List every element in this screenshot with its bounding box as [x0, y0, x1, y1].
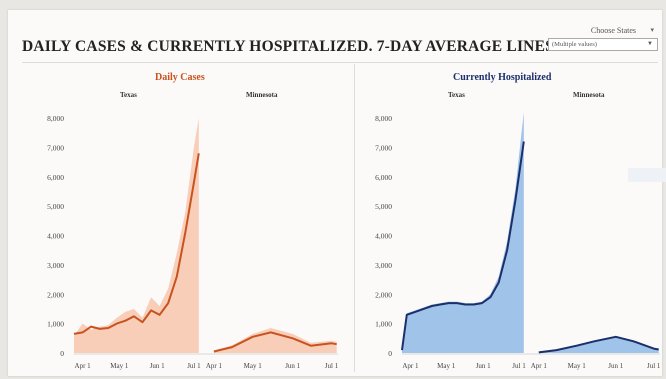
- cases-ytick-label: 1,000: [47, 320, 64, 329]
- cases-minnesota-avg-line: [213, 331, 337, 353]
- hosp-texas-xtick-label: Apr 1: [402, 362, 419, 370]
- currently-hospitalized-title: Currently Hospitalized: [453, 72, 552, 83]
- dashboard-title: DAILY CASES & CURRENTLY HOSPITALIZED. 7-…: [22, 38, 554, 55]
- cases-texas-xtick-label: May 1: [110, 362, 129, 370]
- hosp-ytick-label: 4,000: [375, 232, 392, 241]
- cases-texas-daily-area: [74, 118, 199, 353]
- cases-texas-xtick-label: Jul 1: [187, 362, 201, 370]
- hosp-texas-daily-area: [402, 112, 524, 353]
- hosp-ytick-label: 2,000: [375, 290, 392, 299]
- state-select-value: (Multiple values): [552, 41, 597, 48]
- tooltip-ghost: [628, 168, 666, 182]
- hosp-ytick-label: 3,000: [375, 261, 392, 270]
- cases-ytick-label: 6,000: [47, 173, 64, 182]
- hosp-minnesota-xtick-label: Jul 1: [647, 362, 661, 370]
- hosp-ytick-label: 8,000: [375, 114, 392, 123]
- cases-minnesota-daily-area: [213, 328, 337, 353]
- cases-ytick-label: 2,000: [47, 290, 64, 299]
- hosp-ytick-label: 1,000: [375, 320, 392, 329]
- hosp-ytick-label: 5,000: [375, 202, 392, 211]
- hosp-texas-xtick-label: Jul 1: [512, 362, 526, 370]
- chevron-down-icon: ▼: [647, 41, 653, 47]
- cases-minnesota-xtick-label: Apr 1: [206, 362, 223, 370]
- daily-cases-title: Daily Cases: [155, 72, 205, 83]
- cases-minnesota-xtick-label: May 1: [244, 362, 263, 370]
- cases-texas-xtick-label: Apr 1: [75, 362, 92, 370]
- cases-ytick-label: 0: [60, 349, 64, 358]
- hosp-minnesota-xtick-label: Apr 1: [531, 362, 548, 370]
- hosp-minnesota-avg-line: [538, 335, 659, 354]
- filter-label: Choose States: [590, 26, 636, 35]
- cases-ytick-label: 7,000: [47, 143, 64, 152]
- cases-texas-avg-line: [73, 153, 200, 335]
- hosp-texas-label: Texas: [448, 91, 465, 99]
- hosp-ytick-label: 6,000: [375, 173, 392, 182]
- cases-ytick-label: 5,000: [47, 202, 64, 211]
- cases-minnesota-xtick-label: Jun 1: [285, 362, 300, 370]
- cases-ytick-label: 4,000: [47, 232, 64, 241]
- filter-menu-icon[interactable]: ▾: [650, 26, 654, 34]
- cases-texas-xtick-label: Jun 1: [150, 362, 165, 370]
- hosp-minnesota-xtick-label: May 1: [568, 362, 587, 370]
- hosp-texas-avg-line: [401, 141, 525, 351]
- state-filter[interactable]: Choose States ▾ (Multiple values) ▼: [548, 26, 658, 51]
- hosp-minnesota-xtick-label: Jun 1: [608, 362, 623, 370]
- panel-separator: [354, 64, 355, 372]
- header-divider: [22, 62, 658, 63]
- hosp-texas-xtick-label: Jun 1: [476, 362, 491, 370]
- hosp-ytick-label: 0: [388, 349, 392, 358]
- dashboard-frame: [8, 10, 662, 376]
- hosp-texas-xtick-label: May 1: [437, 362, 456, 370]
- cases-ytick-label: 8,000: [47, 114, 64, 123]
- cases-texas-label: Texas: [120, 91, 137, 99]
- cases-minnesota-label: Minnesota: [246, 91, 278, 99]
- hosp-minnesota-label: Minnesota: [573, 91, 605, 99]
- state-select[interactable]: (Multiple values) ▼: [548, 38, 658, 51]
- cases-minnesota-xtick-label: Jul 1: [325, 362, 339, 370]
- cases-ytick-label: 3,000: [47, 261, 64, 270]
- hosp-ytick-label: 7,000: [375, 143, 392, 152]
